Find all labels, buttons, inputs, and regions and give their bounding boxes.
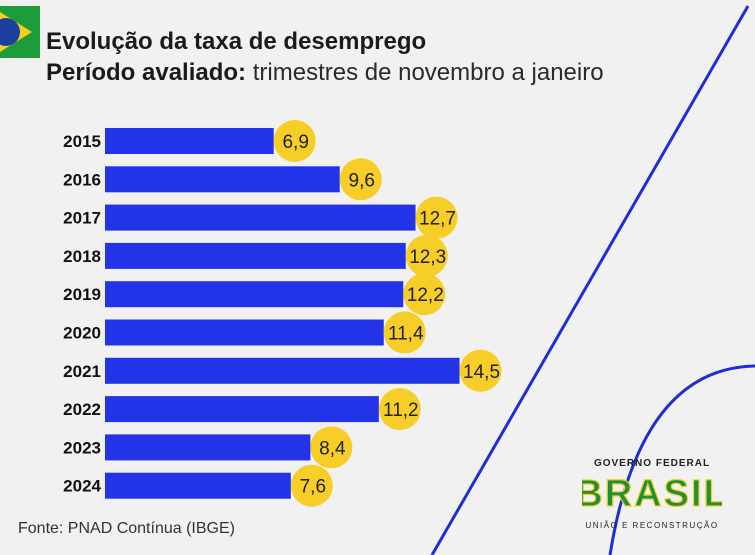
- year-label: 2017: [63, 209, 101, 228]
- gov-logo-bottom-text: UNIÃO E RECONSTRUÇÃO: [585, 521, 719, 530]
- arc-accent-line: [608, 364, 755, 555]
- value-bubble: [290, 464, 333, 507]
- value-bubble: [378, 388, 421, 431]
- bar: [105, 204, 416, 231]
- bar: [105, 472, 291, 499]
- title-period-label: Período avaliado:: [46, 59, 247, 87]
- government-logo: GOVERNO FEDERAL BRASIL UNIÃO E RECONSTRU…: [575, 458, 728, 530]
- year-label: 2016: [63, 170, 101, 189]
- gov-logo-brand-text: BRASIL: [582, 473, 722, 513]
- bar: [105, 166, 340, 193]
- year-label: 2015: [63, 132, 101, 151]
- value-label: 14,5: [463, 362, 500, 383]
- gov-logo-brand: BRASIL: [575, 472, 728, 515]
- bar: [105, 319, 384, 346]
- title-line-1: Evolução da taxa de desemprego: [46, 28, 427, 55]
- year-label: 2023: [63, 438, 101, 457]
- value-bubble: [273, 120, 316, 162]
- bar: [105, 434, 311, 461]
- value-label: 8,4: [319, 438, 346, 459]
- value-label: 9,6: [349, 170, 375, 191]
- value-bubble: [310, 426, 353, 469]
- title-period-text: trimestres de novembro a janeiro: [246, 59, 604, 87]
- bar: [105, 396, 379, 423]
- gov-logo-top-text: GOVERNO FEDERAL: [593, 458, 711, 469]
- value-label: 12,2: [407, 285, 444, 306]
- value-label: 12,7: [419, 209, 456, 230]
- value-bubble: [383, 311, 426, 354]
- year-label: 2022: [63, 400, 101, 419]
- value-bubble: [405, 234, 448, 277]
- value-bubble: [403, 273, 446, 316]
- brazil-flag-icon: [0, 6, 40, 58]
- year-label: 2019: [63, 285, 101, 304]
- value-bubble: [339, 158, 382, 201]
- value-label: 7,6: [300, 477, 326, 498]
- bar: [105, 357, 460, 384]
- year-label: 2018: [63, 247, 101, 266]
- diagonal-accent-line: [430, 5, 750, 555]
- value-label: 6,9: [282, 132, 308, 153]
- value-bubble: [415, 196, 458, 239]
- source-note: Fonte: PNAD Contínua (IBGE): [18, 520, 235, 537]
- value-bubble: [459, 349, 502, 392]
- value-label: 12,3: [409, 247, 446, 268]
- bar: [105, 242, 406, 269]
- bar: [105, 128, 274, 154]
- year-label: 2024: [63, 477, 101, 496]
- year-label: 2020: [63, 324, 101, 343]
- value-label: 11,2: [383, 400, 419, 421]
- year-label: 2021: [63, 362, 101, 381]
- chart-title: Evolução da taxa de desemprego Período a…: [46, 26, 604, 88]
- value-label: 11,4: [388, 324, 424, 345]
- bar: [105, 281, 404, 308]
